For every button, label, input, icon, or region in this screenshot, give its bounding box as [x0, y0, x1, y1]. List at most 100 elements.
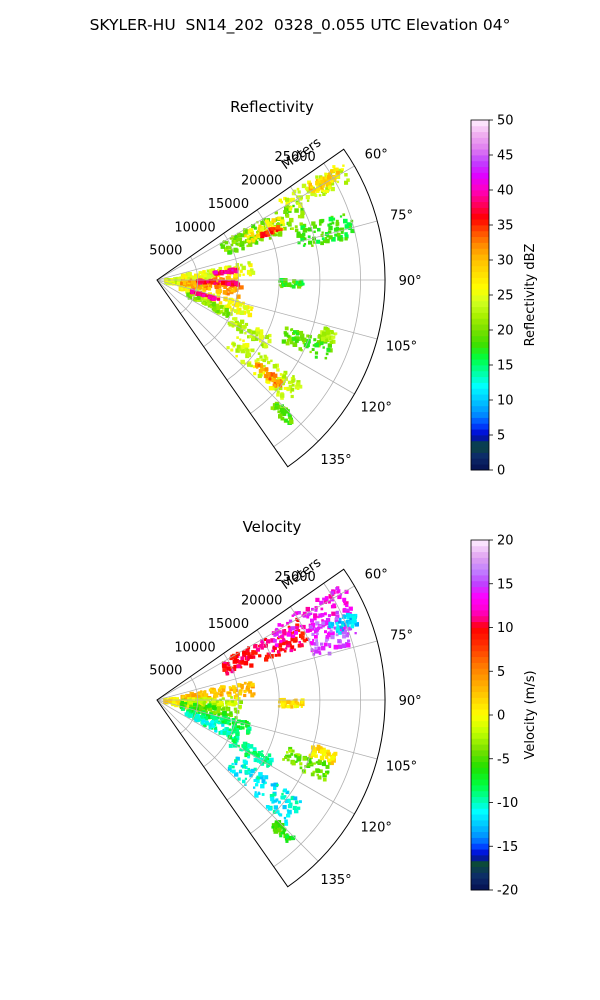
echo-gate	[209, 714, 214, 719]
echo-gate	[253, 786, 256, 789]
echo-gate	[274, 388, 278, 391]
colorbar-segment	[471, 715, 489, 722]
echo-gate	[264, 637, 268, 641]
echo-gate	[270, 377, 274, 382]
echo-gate	[239, 273, 242, 276]
colorbar-segment	[471, 825, 489, 833]
echo-gate	[265, 219, 270, 224]
colorbar-segment	[471, 306, 489, 313]
echo-gate	[268, 762, 273, 767]
echo-gate	[306, 199, 310, 202]
echo-gate	[244, 753, 248, 756]
echo-gate	[282, 758, 285, 761]
echo-gate	[297, 806, 301, 810]
echo-gate	[264, 367, 269, 371]
echo-gate	[331, 339, 336, 344]
reflectivity-colorbar: 0 5 10 15 20 25 30 35 40 45 50 Reflectivity dBZ	[470, 114, 538, 479]
echo-gate	[233, 657, 238, 661]
echo-gate	[218, 701, 222, 705]
echo-gate	[238, 348, 242, 352]
echo-gate	[288, 415, 292, 420]
echo-gate	[302, 228, 308, 233]
echo-gate	[216, 294, 220, 298]
echo-gate	[275, 229, 279, 232]
echo-gate	[233, 700, 238, 704]
echo-gate	[227, 663, 230, 666]
colorbar-segment	[471, 610, 489, 617]
echo-gate	[258, 332, 264, 337]
echo-gate	[264, 374, 269, 378]
echo-gate	[313, 230, 316, 233]
echo-gate	[248, 334, 253, 339]
echo-gate	[290, 197, 295, 202]
echo-gate	[324, 639, 328, 643]
colorbar-segment	[471, 662, 489, 669]
echo-gate	[330, 756, 335, 761]
echo-gate	[337, 227, 341, 231]
echo-gate	[194, 714, 199, 720]
echo-gate	[325, 180, 330, 185]
colorbar-segment	[471, 633, 489, 640]
colorbar-segment	[471, 405, 489, 413]
echo-gate	[216, 706, 221, 711]
echo-gate	[323, 600, 328, 604]
echo-gate	[287, 809, 292, 815]
echo-gate	[250, 268, 253, 272]
echo-gate	[199, 296, 204, 301]
echo-gate	[280, 396, 284, 400]
echo-gate	[284, 418, 288, 423]
echo-gate	[273, 786, 277, 790]
echo-gate	[236, 267, 239, 271]
echo-gate	[310, 192, 315, 197]
echo-gate	[241, 345, 245, 349]
echo-gate	[271, 800, 275, 804]
echo-gate	[223, 266, 227, 270]
echo-gate	[277, 812, 281, 816]
range-ring	[273, 583, 361, 868]
echo-gate	[236, 237, 240, 242]
echo-gate	[218, 301, 223, 305]
echo-gate	[325, 621, 330, 626]
echo-gate	[248, 689, 252, 694]
echo-gate	[294, 337, 297, 341]
echo-gate	[269, 757, 274, 763]
echo-gate	[283, 816, 287, 820]
echo-gate	[284, 822, 289, 826]
azimuth-tick-label: 105°	[386, 760, 417, 775]
echo-gate	[291, 336, 296, 341]
echo-gate	[323, 749, 329, 755]
echo-gate	[340, 231, 344, 234]
echo-gate	[268, 229, 271, 232]
echo-gate	[274, 653, 278, 657]
echo-gate	[186, 292, 191, 297]
echo-gate	[198, 706, 204, 711]
colorbar-segment	[471, 820, 489, 827]
echo-gate	[289, 648, 294, 653]
echo-gate	[321, 183, 325, 186]
echo-gate	[333, 626, 337, 630]
echo-gate	[250, 308, 253, 312]
echo-gate	[253, 644, 258, 649]
echo-gate	[305, 637, 309, 641]
echo-gate	[198, 293, 202, 296]
colorbar-segment	[471, 458, 489, 465]
echo-gate	[302, 614, 307, 618]
echo-gate	[342, 164, 345, 167]
azimuth-spoke	[156, 585, 355, 701]
panel-title: Reflectivity	[230, 98, 314, 116]
echo-gate	[233, 689, 237, 693]
echo-gate	[212, 715, 217, 721]
echo-gate	[242, 339, 245, 343]
echo-gate	[326, 347, 331, 352]
echo-gate	[285, 204, 289, 209]
echo-gate	[230, 243, 234, 247]
echo-gate	[234, 302, 239, 308]
echo-gate	[302, 639, 306, 642]
azimuth-tick-label: 90°	[399, 274, 422, 289]
echo-gate	[215, 718, 219, 722]
echo-gate	[298, 203, 303, 208]
echo-gate	[216, 709, 221, 714]
echo-gate	[242, 720, 247, 725]
echo-gate	[281, 648, 284, 651]
echo-gate	[238, 691, 243, 696]
